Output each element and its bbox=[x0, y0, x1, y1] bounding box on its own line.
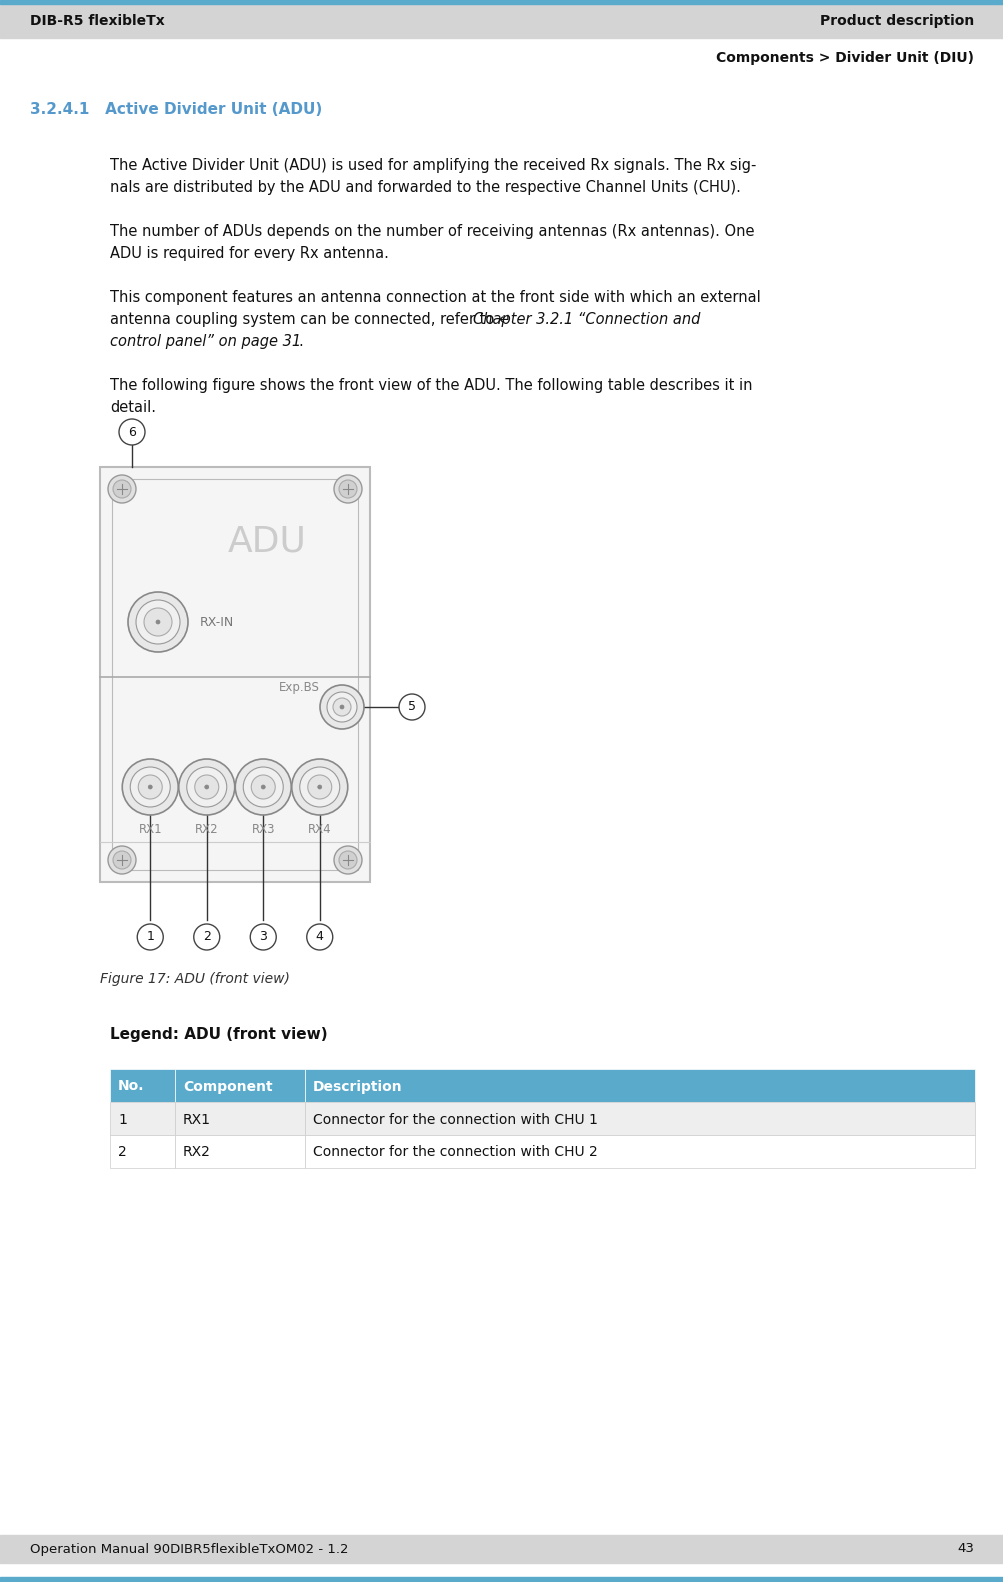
Text: 1: 1 bbox=[118, 1112, 126, 1126]
Text: DIB-R5 flexibleTx: DIB-R5 flexibleTx bbox=[30, 14, 164, 28]
Circle shape bbox=[108, 475, 135, 503]
Text: Connector for the connection with CHU 2: Connector for the connection with CHU 2 bbox=[313, 1145, 597, 1160]
Circle shape bbox=[320, 685, 364, 729]
Text: Operation Manual 90DIBR5flexibleTxOM02 - 1.2: Operation Manual 90DIBR5flexibleTxOM02 -… bbox=[30, 1542, 348, 1555]
Circle shape bbox=[317, 785, 321, 789]
Text: nals are distributed by the ADU and forwarded to the respective Channel Units (C: nals are distributed by the ADU and forw… bbox=[110, 180, 740, 195]
Circle shape bbox=[308, 775, 331, 799]
Text: No.: No. bbox=[118, 1079, 144, 1093]
Text: Connector for the connection with CHU 1: Connector for the connection with CHU 1 bbox=[313, 1112, 597, 1126]
Circle shape bbox=[113, 851, 130, 869]
Circle shape bbox=[119, 419, 144, 445]
Circle shape bbox=[340, 706, 344, 709]
Text: RX1: RX1 bbox=[183, 1112, 211, 1126]
Text: control panel” on page 31: control panel” on page 31 bbox=[110, 334, 301, 350]
Text: antenna coupling system can be connected, refer to ↵: antenna coupling system can be connected… bbox=[110, 312, 516, 327]
Bar bbox=[110, 1103, 175, 1134]
Bar bbox=[175, 1103, 305, 1134]
Text: RX1: RX1 bbox=[138, 823, 161, 835]
Text: 3: 3 bbox=[259, 930, 267, 943]
Circle shape bbox=[135, 600, 180, 644]
Circle shape bbox=[194, 924, 220, 951]
Text: Component: Component bbox=[183, 1079, 273, 1093]
Circle shape bbox=[108, 846, 135, 873]
Text: 43: 43 bbox=[956, 1542, 973, 1555]
Text: 2: 2 bbox=[118, 1145, 126, 1160]
Circle shape bbox=[113, 479, 130, 498]
Text: 5: 5 bbox=[407, 701, 415, 713]
Circle shape bbox=[300, 767, 339, 807]
Circle shape bbox=[243, 767, 283, 807]
Text: ADU is required for every Rx antenna.: ADU is required for every Rx antenna. bbox=[110, 245, 388, 261]
Text: ADU: ADU bbox=[228, 525, 307, 558]
Text: RX2: RX2 bbox=[195, 823, 219, 835]
Text: The Active Divider Unit (ADU) is used for amplifying the received Rx signals. Th: The Active Divider Unit (ADU) is used fo… bbox=[110, 158, 755, 172]
Circle shape bbox=[148, 785, 152, 789]
Text: detail.: detail. bbox=[110, 400, 155, 414]
Text: This component features an antenna connection at the front side with which an ex: This component features an antenna conne… bbox=[110, 290, 760, 305]
Text: Description: Description bbox=[313, 1079, 402, 1093]
Text: RX-IN: RX-IN bbox=[200, 615, 234, 628]
Bar bbox=[110, 1134, 175, 1168]
Text: Components > Divider Unit (DIU): Components > Divider Unit (DIU) bbox=[715, 51, 973, 65]
Circle shape bbox=[130, 767, 171, 807]
Text: The following figure shows the front view of the ADU. The following table descri: The following figure shows the front vie… bbox=[110, 378, 752, 392]
Text: 3.2.4.1   Active Divider Unit (ADU): 3.2.4.1 Active Divider Unit (ADU) bbox=[30, 103, 322, 117]
Bar bbox=[175, 1134, 305, 1168]
Bar bbox=[0, 5, 1003, 38]
Bar bbox=[0, 1535, 1003, 1563]
Bar bbox=[0, 1577, 1003, 1582]
Circle shape bbox=[327, 691, 357, 721]
Bar bbox=[112, 479, 358, 870]
Circle shape bbox=[137, 924, 163, 951]
Bar bbox=[0, 0, 1003, 5]
Circle shape bbox=[250, 924, 276, 951]
Bar bbox=[175, 1069, 305, 1103]
Bar bbox=[305, 1069, 974, 1103]
Bar bbox=[305, 1103, 974, 1134]
Text: 2: 2 bbox=[203, 930, 211, 943]
Circle shape bbox=[334, 475, 362, 503]
Circle shape bbox=[398, 694, 424, 720]
Circle shape bbox=[127, 592, 188, 652]
Circle shape bbox=[179, 759, 235, 815]
Text: .: . bbox=[298, 334, 303, 350]
Circle shape bbox=[195, 775, 219, 799]
Circle shape bbox=[187, 767, 227, 807]
Bar bbox=[110, 1069, 175, 1103]
Text: RX3: RX3 bbox=[251, 823, 275, 835]
Text: 4: 4 bbox=[316, 930, 323, 943]
Circle shape bbox=[143, 607, 172, 636]
Circle shape bbox=[122, 759, 179, 815]
Text: RX4: RX4 bbox=[308, 823, 331, 835]
Text: Product description: Product description bbox=[818, 14, 973, 28]
Text: Legend: ADU (front view): Legend: ADU (front view) bbox=[110, 1027, 327, 1043]
Circle shape bbox=[333, 698, 351, 717]
Circle shape bbox=[261, 785, 265, 789]
Text: RX2: RX2 bbox=[183, 1145, 211, 1160]
Bar bbox=[305, 1134, 974, 1168]
Circle shape bbox=[292, 759, 347, 815]
Circle shape bbox=[235, 759, 291, 815]
Text: The number of ADUs depends on the number of receiving antennas (Rx antennas). On: The number of ADUs depends on the number… bbox=[110, 225, 753, 239]
Text: Chapter 3.2.1 “Connection and: Chapter 3.2.1 “Connection and bbox=[472, 312, 700, 327]
Text: Exp.BS: Exp.BS bbox=[279, 680, 320, 693]
Text: 6: 6 bbox=[128, 426, 135, 438]
Circle shape bbox=[205, 785, 209, 789]
Circle shape bbox=[339, 479, 357, 498]
Bar bbox=[100, 467, 370, 883]
Text: Figure 17: ADU (front view): Figure 17: ADU (front view) bbox=[100, 971, 290, 986]
Text: 1: 1 bbox=[146, 930, 154, 943]
Circle shape bbox=[138, 775, 162, 799]
Circle shape bbox=[251, 775, 275, 799]
Circle shape bbox=[339, 851, 357, 869]
Circle shape bbox=[155, 620, 159, 623]
Circle shape bbox=[307, 924, 332, 951]
Circle shape bbox=[334, 846, 362, 873]
